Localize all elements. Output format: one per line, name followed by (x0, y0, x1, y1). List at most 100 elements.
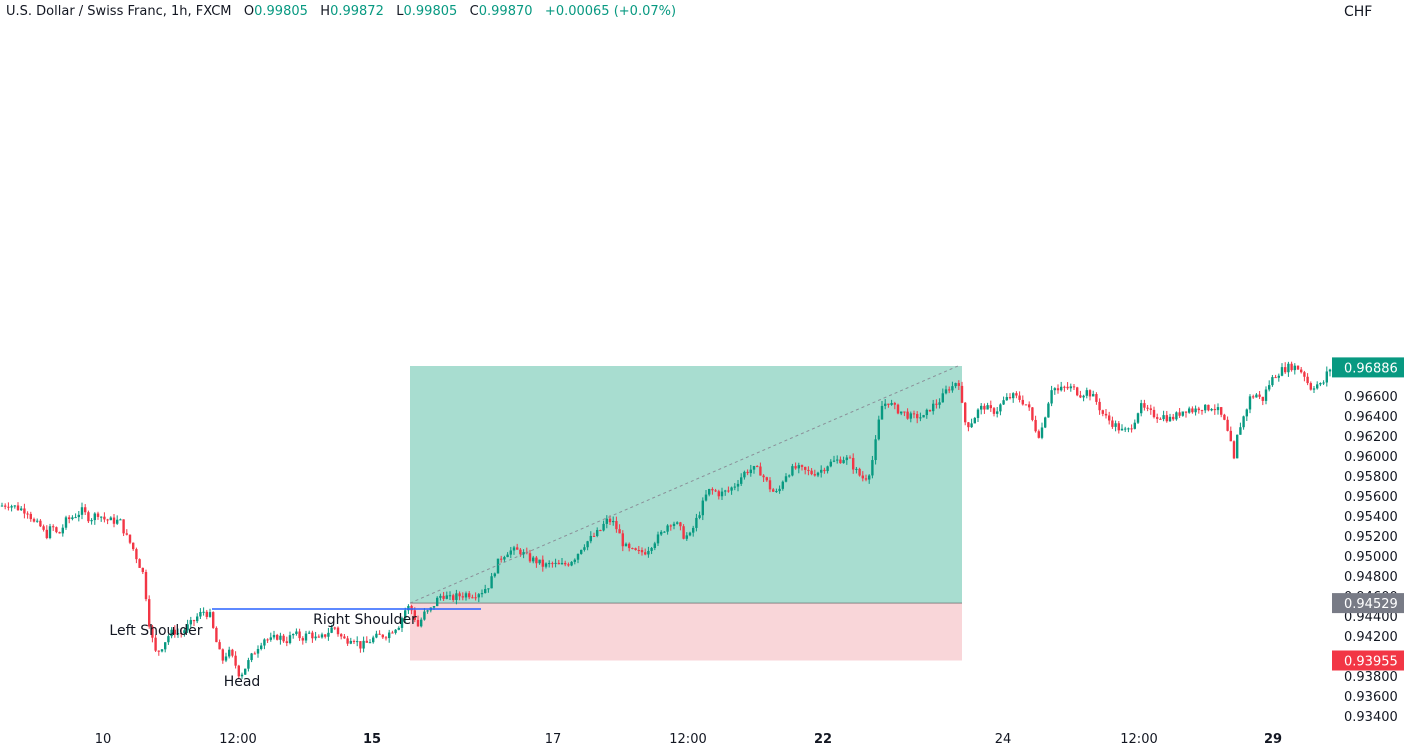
candle-body (532, 557, 535, 562)
candle (1236, 434, 1239, 459)
candle-body (746, 471, 749, 474)
candle (1120, 424, 1124, 431)
candle-body (1309, 383, 1312, 390)
candle-body (538, 559, 541, 564)
candle-body (1296, 365, 1300, 370)
candle (692, 525, 695, 537)
candle (1325, 366, 1328, 387)
candle (346, 635, 349, 646)
candle-body (394, 629, 397, 633)
candle (221, 648, 224, 664)
candle (240, 672, 244, 679)
candle-body (458, 593, 461, 597)
candle (522, 549, 525, 559)
candle (592, 532, 596, 537)
candle-body (1156, 417, 1159, 419)
candle (928, 409, 932, 413)
candle (1293, 363, 1296, 375)
candle-body (439, 595, 442, 598)
candle-body (688, 532, 692, 536)
candle (1210, 408, 1213, 412)
candle (301, 636, 304, 645)
candle-body (807, 469, 810, 471)
candle (855, 466, 858, 474)
candle (308, 630, 311, 634)
candle-body (39, 520, 42, 527)
candle (823, 467, 826, 474)
candle-body (1095, 394, 1098, 402)
candle (1072, 384, 1076, 390)
candle-body (231, 649, 234, 656)
loss-zone (410, 603, 962, 661)
candle (1255, 393, 1258, 398)
candle (871, 455, 874, 479)
candle (570, 561, 573, 567)
candle-body (912, 413, 916, 415)
candle (1050, 385, 1053, 407)
currency-label: CHF (1344, 4, 1373, 20)
candle (1175, 411, 1178, 421)
candle (1207, 404, 1210, 412)
candle (426, 609, 429, 614)
candle (1258, 390, 1261, 400)
candle (336, 626, 340, 637)
candle (868, 474, 871, 484)
candle-body (679, 522, 682, 527)
candle-body (1104, 413, 1108, 416)
candle-body (400, 618, 404, 628)
candle-body (1274, 377, 1277, 379)
candle-body (612, 520, 615, 523)
candle (679, 521, 682, 531)
candle-body (551, 563, 554, 565)
candle-body (452, 595, 455, 600)
candle-body (122, 519, 125, 534)
candle (372, 635, 375, 644)
candle-body (218, 642, 221, 650)
candle (119, 518, 122, 521)
candle-body (826, 466, 829, 472)
candle (55, 526, 58, 534)
candle-body (564, 562, 567, 565)
candle-body (618, 529, 621, 534)
candle (676, 521, 679, 525)
candle (637, 545, 640, 555)
candle (362, 636, 365, 653)
candle-body (295, 631, 298, 635)
candle (58, 531, 61, 534)
candle-body (311, 632, 314, 639)
candle-body (109, 517, 112, 521)
candle (1076, 386, 1079, 397)
candle (1268, 380, 1271, 392)
candle (951, 381, 954, 393)
candle-body (503, 557, 506, 560)
candle (13, 505, 16, 509)
candle-body (644, 552, 647, 555)
candle (1300, 366, 1303, 374)
candle-body (666, 525, 669, 532)
candle-body (90, 520, 93, 522)
candle (333, 626, 336, 631)
candle (772, 487, 775, 492)
y-tick-label: 0.94800 (1344, 570, 1398, 585)
candle (548, 560, 551, 568)
candle (580, 549, 583, 555)
candle-body (1040, 427, 1044, 438)
candle (1040, 422, 1044, 440)
candle (1117, 420, 1120, 434)
symbol-name[interactable]: U.S. Dollar / Swiss Franc, 1h, FXCM (6, 4, 232, 19)
candle-body (794, 466, 797, 469)
candle-body (896, 404, 900, 414)
candle (615, 516, 618, 533)
candle-body (778, 488, 781, 492)
candle (1239, 422, 1242, 435)
candle-body (813, 474, 816, 476)
candle-body (1312, 388, 1316, 390)
candle (1165, 410, 1168, 423)
candle (263, 638, 266, 650)
candle-body (960, 385, 964, 403)
candle-body (1229, 430, 1232, 442)
candle-body (340, 634, 343, 637)
candle-body (1124, 428, 1127, 430)
candle (1085, 387, 1088, 399)
